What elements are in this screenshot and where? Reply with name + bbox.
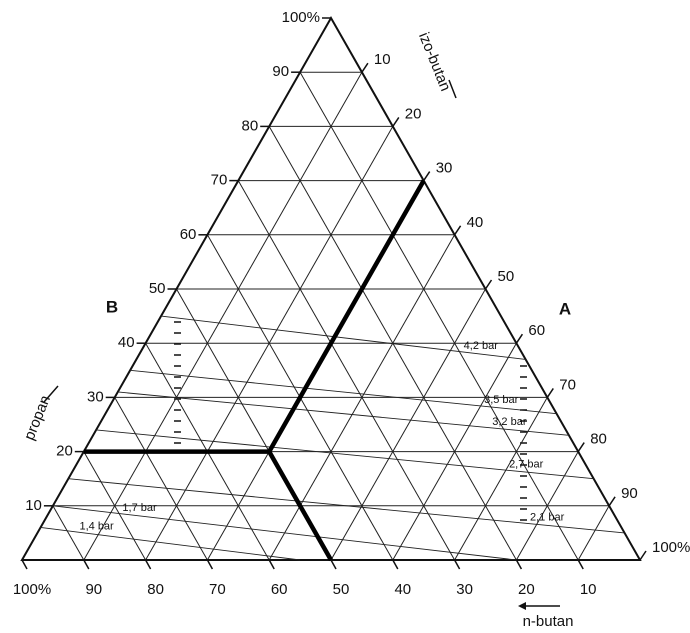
isobar-label: 2,1 bar — [530, 512, 565, 524]
right-tick-label: 90 — [621, 485, 638, 502]
dash-marks — [174, 321, 527, 521]
tick-mark — [453, 225, 462, 236]
tick-mark — [268, 559, 275, 570]
bottom-tick-label: 100% — [13, 581, 51, 598]
grid-line — [330, 288, 486, 561]
bottom-tick-label: 60 — [271, 581, 288, 598]
bottom-tick-label: 30 — [456, 581, 473, 598]
bottom-tick-label: 50 — [333, 581, 350, 598]
isobar — [130, 369, 557, 415]
tick-mark — [577, 442, 585, 453]
isobar — [52, 505, 517, 561]
tick-mark — [144, 559, 152, 570]
right-tick-label: 30 — [436, 160, 453, 177]
right-tick-label: 20 — [405, 105, 422, 122]
bottom-tick-label: 70 — [209, 581, 226, 598]
bottom-tick-label: 10 — [580, 581, 597, 598]
isobar — [160, 315, 526, 360]
left-tick-label: 10 — [25, 497, 42, 514]
axis-title: n-butan — [523, 613, 574, 630]
grid-line — [237, 180, 456, 561]
left-tick-label: 80 — [242, 117, 259, 134]
isobar — [68, 478, 625, 534]
left-tick-label: 20 — [56, 443, 73, 460]
tick-mark — [206, 559, 214, 570]
tick-mark — [330, 559, 337, 570]
isobar — [96, 429, 594, 480]
axis-title: izo-butan — [415, 30, 454, 94]
isobar — [117, 391, 569, 436]
tick-mark — [423, 171, 431, 182]
tick-mark — [83, 559, 90, 570]
isobar — [40, 527, 301, 561]
left-tick-label: 70 — [211, 172, 228, 189]
arrow — [43, 385, 59, 403]
isobar-label: 4,2 bar — [464, 340, 499, 352]
bottom-tick-label: 20 — [518, 581, 535, 598]
isobar-label: 3,2 bar — [492, 416, 527, 428]
bottom-tick-label: 90 — [85, 581, 102, 598]
bottom-tick-label: 80 — [147, 581, 164, 598]
grid-line — [114, 397, 208, 561]
left-tick-label: 90 — [272, 63, 289, 80]
right-tick-label: 100% — [652, 539, 690, 556]
isobar-label: 1,7 bar — [122, 502, 157, 514]
grid-line — [83, 71, 363, 561]
grid-line — [454, 397, 548, 561]
right-tick-label: 10 — [374, 51, 391, 68]
arrow — [448, 79, 457, 99]
axis-title: propan — [21, 393, 54, 443]
left-tick-label: 50 — [149, 280, 166, 297]
tick-mark — [392, 116, 400, 127]
isobar-label: 1,4 bar — [79, 520, 114, 532]
tick-mark — [484, 279, 493, 290]
right-tick-label: 60 — [528, 322, 545, 339]
tick-mark — [546, 387, 554, 398]
tick-mark — [361, 62, 369, 73]
left-tick-label: 30 — [87, 388, 104, 405]
left-tick-label: 40 — [118, 334, 135, 351]
grid-line — [52, 505, 85, 561]
tick-mark — [608, 496, 616, 507]
left-tick-label: 100% — [282, 9, 320, 26]
arrow-head — [518, 602, 526, 610]
tick-mark — [21, 559, 28, 570]
left-tick-label: 60 — [180, 226, 197, 243]
grid-line — [83, 451, 147, 561]
isobar-label: 3,5 bar — [484, 394, 519, 406]
region-label: A — [559, 299, 571, 318]
grid-line — [577, 505, 610, 561]
right-tick-label: 50 — [498, 268, 515, 285]
right-tick-label: 70 — [559, 376, 576, 393]
tick-mark — [392, 559, 399, 570]
tick-mark — [515, 333, 524, 344]
right-tick-label: 40 — [467, 214, 484, 231]
bottom-tick-label: 40 — [394, 581, 411, 598]
right-tick-label: 80 — [590, 431, 607, 448]
tick-mark — [639, 550, 647, 561]
tick-mark — [577, 559, 584, 570]
tick-mark — [453, 559, 461, 570]
grid-line — [299, 71, 579, 561]
region-label: B — [106, 297, 118, 316]
tick-mark — [515, 559, 523, 570]
isobar-label: 2,7 bar — [509, 458, 544, 470]
grid-line — [268, 126, 517, 561]
